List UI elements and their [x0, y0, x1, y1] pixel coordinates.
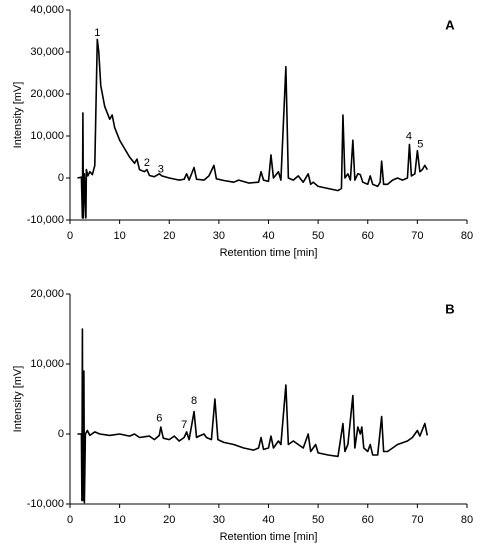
y-axis-label: Intensity [mV] — [12, 82, 24, 149]
x-tick-label: 30 — [213, 230, 225, 242]
x-tick-label: 60 — [362, 514, 374, 526]
x-axis-label: Retention time [min] — [220, 531, 318, 543]
x-tick-label: 10 — [114, 230, 126, 242]
peak-label: 1 — [94, 27, 100, 39]
y-tick-label: 10,000 — [30, 358, 64, 370]
panel-title: B — [445, 301, 454, 316]
y-tick-label: 0 — [58, 172, 64, 184]
x-tick-label: 30 — [213, 514, 225, 526]
x-tick-label: 80 — [461, 230, 473, 242]
x-axis-label: Retention time [min] — [220, 247, 318, 259]
y-axis-label: Intensity [mV] — [12, 366, 24, 433]
x-tick-label: 70 — [411, 514, 423, 526]
x-tick-label: 40 — [262, 230, 274, 242]
y-tick-label: 30,000 — [30, 46, 64, 58]
x-tick-label: 0 — [67, 514, 73, 526]
x-tick-label: 10 — [114, 514, 126, 526]
x-tick-label: 60 — [362, 230, 374, 242]
panel-title: A — [445, 17, 455, 32]
peak-label: 2 — [144, 157, 150, 169]
y-tick-label: 10,000 — [30, 130, 64, 142]
peak-label: 3 — [158, 164, 164, 176]
trace — [77, 328, 429, 504]
x-tick-label: 80 — [461, 514, 473, 526]
y-tick-label: 40,000 — [30, 4, 64, 16]
x-tick-label: 20 — [163, 230, 175, 242]
y-tick-label: 20,000 — [30, 88, 64, 100]
peak-label: 4 — [406, 131, 412, 143]
x-tick-label: 40 — [262, 514, 274, 526]
y-tick-label: -10,000 — [27, 498, 64, 510]
y-tick-label: 20,000 — [30, 288, 64, 300]
peak-label: 7 — [181, 419, 187, 431]
x-tick-label: 0 — [67, 230, 73, 242]
x-tick-label: 50 — [312, 230, 324, 242]
peak-label: 6 — [156, 413, 162, 425]
y-tick-label: -10,000 — [27, 214, 64, 226]
y-tick-label: 0 — [58, 428, 64, 440]
trace — [77, 38, 428, 219]
x-tick-label: 20 — [163, 514, 175, 526]
peak-label: 5 — [417, 138, 423, 150]
x-tick-label: 70 — [411, 230, 423, 242]
peak-label: 8 — [191, 395, 197, 407]
x-tick-label: 50 — [312, 514, 324, 526]
